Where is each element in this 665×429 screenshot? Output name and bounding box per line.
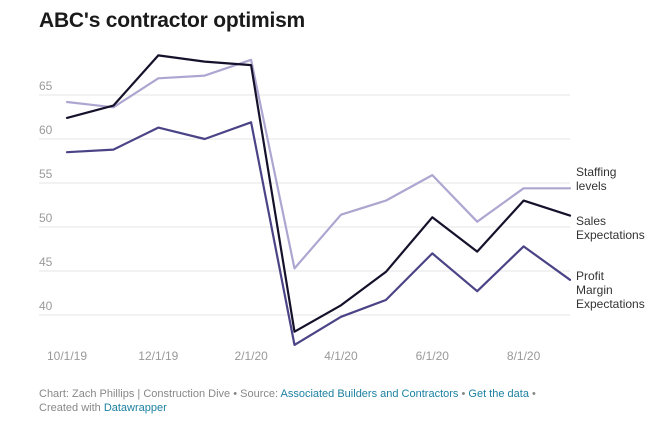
footer-line-1: Chart: Zach Phillips | Construction Dive…	[39, 387, 536, 401]
gridlines	[39, 94, 570, 316]
created-with-text: Created with	[39, 402, 104, 414]
x-tick-label: 6/1/20	[416, 349, 450, 363]
x-axis-ticks: 10/1/19 12/1/19 2/1/20 4/1/20 6/1/20 8/1/20	[47, 349, 541, 363]
series-line	[65, 54, 572, 333]
y-tick-label: 60	[39, 123, 53, 137]
x-tick-label: 12/1/19	[138, 349, 178, 363]
footer-credit: Chart: Zach Phillips | Construction Dive…	[39, 388, 281, 400]
x-tick-label: 4/1/20	[324, 349, 358, 363]
source-link[interactable]: Associated Builders and Contractors	[280, 388, 459, 400]
series-label: Profit Margin Expectations	[576, 269, 645, 311]
series-lines	[65, 54, 572, 346]
footer-separator: •	[458, 388, 469, 400]
series-label: Staffing levels	[576, 165, 616, 193]
get-data-link[interactable]: Get the data	[468, 388, 529, 400]
chart-title: ABC's contractor optimism	[39, 9, 306, 32]
chart-footer: Chart: Zach Phillips | Construction Dive…	[39, 387, 536, 415]
y-axis-ticks: 40 45 50 55 60 65	[39, 79, 53, 313]
datawrapper-link[interactable]: Datawrapper	[103, 402, 167, 414]
line-chart: 40 45 50 55 60 65 10/1/19 12/1/19 2/1/20 4/1/20 6…	[39, 54, 645, 363]
x-tick-label: 8/1/20	[507, 349, 541, 363]
x-tick-label: 2/1/20	[234, 349, 268, 363]
footer-line-2: Created with Datawrapper	[39, 401, 536, 415]
series-line	[65, 121, 572, 346]
y-tick-label: 65	[39, 79, 53, 93]
y-tick-label: 55	[39, 167, 53, 181]
y-tick-label: 50	[39, 211, 53, 225]
footer-separator: •	[528, 388, 536, 400]
x-tick-label: 10/1/19	[47, 349, 87, 363]
y-tick-label: 40	[39, 299, 53, 313]
series-label: Sales Expectations	[576, 214, 645, 242]
series-line	[65, 58, 572, 270]
series-labels: Staffing levels Sales Expectations Profit Mar…	[576, 165, 645, 311]
y-tick-label: 45	[39, 255, 53, 269]
